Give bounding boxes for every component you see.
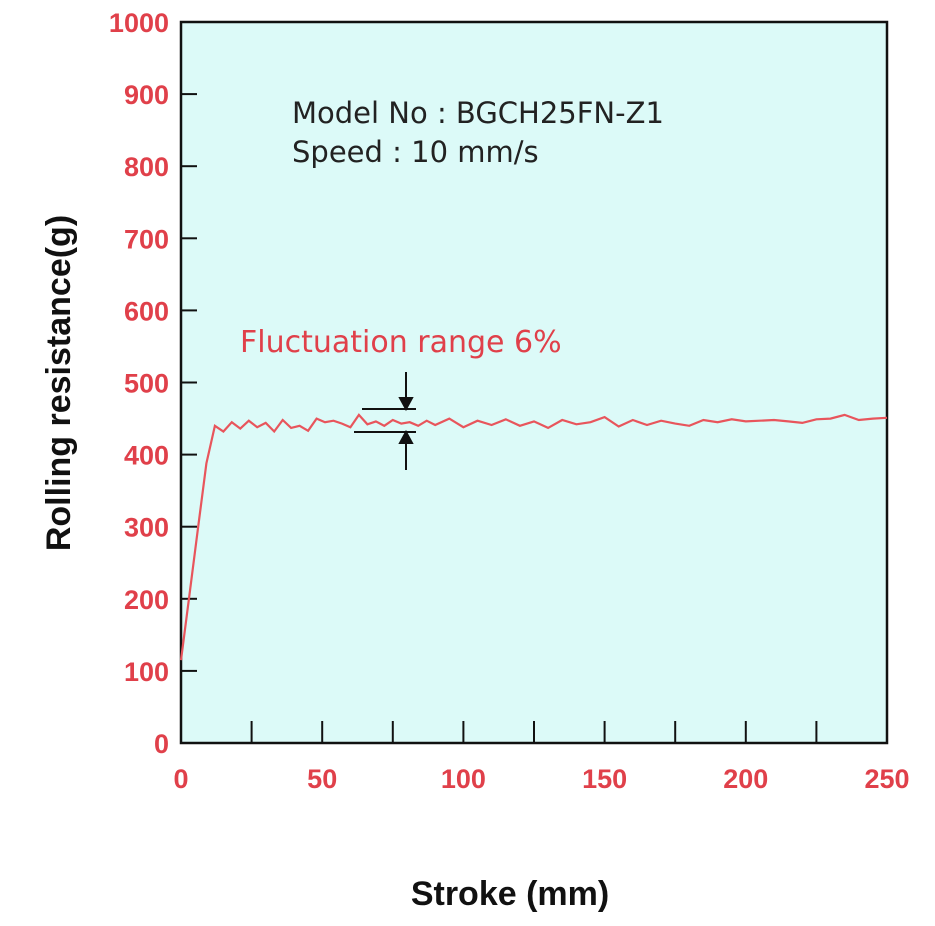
x-tick-label: 150 (582, 764, 627, 794)
x-tick-label: 0 (173, 764, 188, 794)
y-tick-label: 0 (154, 729, 169, 759)
range-marker (354, 372, 416, 470)
y-tick-label: 600 (124, 296, 169, 326)
y-tick-label: 500 (124, 369, 169, 399)
annotation: Model No : BGCH25FN-Z1 (292, 96, 664, 130)
y-tick-label: 200 (124, 585, 169, 615)
x-axis-title: Stroke (mm) (411, 875, 609, 913)
y-axis-title: Rolling resistance(g) (40, 215, 78, 551)
annotation: Fluctuation range 6% (240, 325, 562, 360)
data-line (179, 413, 888, 661)
x-tick-label: 50 (307, 764, 337, 794)
x-tick-label: 250 (864, 764, 909, 794)
y-tick-label: 700 (124, 224, 169, 254)
y-tick-label: 300 (124, 513, 169, 543)
y-tick-label: 1000 (109, 8, 169, 38)
y-tick-label: 400 (124, 441, 169, 471)
x-tick-label: 100 (441, 764, 486, 794)
y-tick-label: 100 (124, 657, 169, 687)
plot-area (179, 20, 889, 745)
y-tick-label: 800 (124, 152, 169, 182)
y-tick-label: 900 (124, 80, 169, 110)
annotation: Speed : 10 mm/s (292, 135, 539, 169)
x-tick-label: 200 (723, 764, 768, 794)
